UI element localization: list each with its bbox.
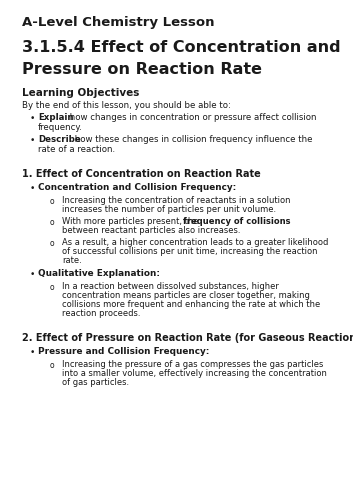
Text: As a result, a higher concentration leads to a greater likelihood: As a result, a higher concentration lead…	[62, 238, 328, 247]
Text: o: o	[50, 361, 55, 370]
Text: •: •	[30, 136, 35, 145]
Text: 2. Effect of Pressure on Reaction Rate (for Gaseous Reactions): 2. Effect of Pressure on Reaction Rate (…	[22, 333, 353, 343]
Text: Pressure and Collision Frequency:: Pressure and Collision Frequency:	[38, 347, 209, 356]
Text: how changes in concentration or pressure affect collision: how changes in concentration or pressure…	[67, 113, 317, 122]
Text: between reactant particles also increases.: between reactant particles also increase…	[62, 226, 240, 235]
Text: increases the number of particles per unit volume.: increases the number of particles per un…	[62, 205, 276, 214]
Text: •: •	[30, 114, 35, 123]
Text: By the end of this lesson, you should be able to:: By the end of this lesson, you should be…	[22, 101, 231, 110]
Text: Learning Objectives: Learning Objectives	[22, 88, 139, 98]
Text: of successful collisions per unit time, increasing the reaction: of successful collisions per unit time, …	[62, 247, 317, 256]
Text: A-Level Chemistry Lesson: A-Level Chemistry Lesson	[22, 16, 215, 29]
Text: reaction proceeds.: reaction proceeds.	[62, 309, 140, 318]
Text: 1. Effect of Concentration on Reaction Rate: 1. Effect of Concentration on Reaction R…	[22, 169, 261, 179]
Text: Concentration and Collision Frequency:: Concentration and Collision Frequency:	[38, 183, 236, 192]
Text: frequency.: frequency.	[38, 123, 83, 132]
Text: With more particles present, the: With more particles present, the	[62, 217, 201, 226]
Text: rate.: rate.	[62, 256, 82, 265]
Text: Increasing the concentration of reactants in a solution: Increasing the concentration of reactant…	[62, 196, 291, 205]
Text: 3.1.5.4 Effect of Concentration and: 3.1.5.4 Effect of Concentration and	[22, 40, 341, 55]
Text: Increasing the pressure of a gas compresses the gas particles: Increasing the pressure of a gas compres…	[62, 360, 323, 369]
Text: into a smaller volume, effectively increasing the concentration: into a smaller volume, effectively incre…	[62, 369, 327, 378]
Text: how these changes in collision frequency influence the: how these changes in collision frequency…	[72, 135, 312, 144]
Text: •: •	[30, 348, 35, 357]
Text: Qualitative Explanation:: Qualitative Explanation:	[38, 269, 160, 278]
Text: o: o	[50, 283, 55, 292]
Text: o: o	[50, 218, 55, 227]
Text: of gas particles.: of gas particles.	[62, 378, 129, 387]
Text: frequency of collisions: frequency of collisions	[183, 217, 291, 226]
Text: •: •	[30, 184, 35, 193]
Text: o: o	[50, 197, 55, 206]
Text: Explain: Explain	[38, 113, 73, 122]
Text: rate of a reaction.: rate of a reaction.	[38, 145, 115, 154]
Text: o: o	[50, 239, 55, 248]
Text: Describe: Describe	[38, 135, 81, 144]
Text: concentration means particles are closer together, making: concentration means particles are closer…	[62, 291, 310, 300]
Text: collisions more frequent and enhancing the rate at which the: collisions more frequent and enhancing t…	[62, 300, 320, 309]
Text: •: •	[30, 270, 35, 279]
Text: Pressure on Reaction Rate: Pressure on Reaction Rate	[22, 62, 262, 77]
Text: In a reaction between dissolved substances, higher: In a reaction between dissolved substanc…	[62, 282, 279, 291]
